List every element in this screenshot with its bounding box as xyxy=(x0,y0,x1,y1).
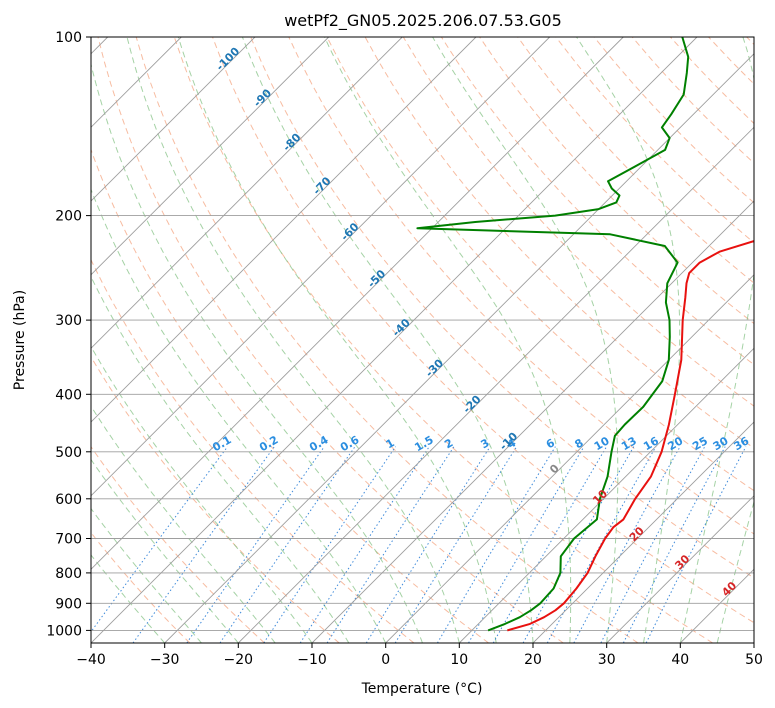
y-tick-label: 700 xyxy=(55,532,82,548)
mixing-ratio-line xyxy=(436,446,556,643)
isotherm-line xyxy=(385,274,754,643)
x-tick-label: −40 xyxy=(76,652,106,668)
mixing-ratio-line xyxy=(132,446,275,643)
isotherm-line xyxy=(237,126,754,643)
dry-adiabat-line xyxy=(91,258,415,643)
moist-adiabat-line xyxy=(91,62,423,643)
dry-adiabat-line xyxy=(326,37,754,492)
temperature-profile-line xyxy=(507,240,754,632)
dewpoint-profile-line xyxy=(416,37,690,632)
isotherm-line xyxy=(458,347,754,643)
moist-adiabat-line xyxy=(91,458,239,643)
isobars xyxy=(91,37,754,631)
isotherm-line xyxy=(606,495,754,643)
y-tick-label: 1000 xyxy=(46,623,82,639)
moist-adiabat-line xyxy=(91,554,166,643)
y-tick-label: 800 xyxy=(55,566,82,582)
dry-adiabats xyxy=(91,37,754,643)
mixing-ratio-line xyxy=(326,446,455,643)
isotherm-line xyxy=(91,37,403,349)
moist-adiabat-line xyxy=(576,37,681,643)
moist-adiabat-line xyxy=(679,37,754,643)
x-tick-label: 10 xyxy=(450,652,468,668)
x-tick-label: 0 xyxy=(381,652,390,668)
moist-adiabat-line xyxy=(91,275,350,643)
mixing-ratio-line xyxy=(263,446,397,643)
y-axis-title: Pressure (hPa) xyxy=(12,290,28,390)
moist-adiabat-line xyxy=(241,37,534,643)
y-tick-label: 100 xyxy=(55,30,82,46)
mixing-ratio-line xyxy=(622,446,726,643)
mixing-ratio-line xyxy=(186,446,325,643)
y-tick-label: 600 xyxy=(55,492,82,508)
mixing-ratio-line xyxy=(219,446,356,643)
isotherm-line xyxy=(91,37,477,423)
y-axis-ticks: 100 200 300 400 500 600 700 800 900 1000 xyxy=(46,30,91,639)
x-tick-label: 50 xyxy=(745,652,763,668)
plot-background xyxy=(91,37,754,643)
y-tick-label: 400 xyxy=(55,387,82,403)
isotherm-line xyxy=(753,642,754,643)
moist-adiabat-line xyxy=(716,499,754,643)
x-tick-label: 20 xyxy=(524,652,542,668)
sounding-profiles xyxy=(416,37,754,632)
x-axis-ticks: −40 −30 −20 −10 0 10 20 30 40 50 xyxy=(76,643,763,668)
dry-adiabat-line xyxy=(91,445,265,643)
x-tick-label: −10 xyxy=(297,652,327,668)
dry-adiabat-line xyxy=(91,355,340,643)
dry-adiabat-line xyxy=(250,37,754,579)
mixing-ratio-line xyxy=(299,446,430,643)
mixing-ratio-line xyxy=(645,446,747,643)
y-tick-label: 300 xyxy=(55,313,82,329)
dry-adiabat-line xyxy=(173,37,713,643)
y-tick-label: 900 xyxy=(55,596,82,612)
mixing-ratio-line xyxy=(468,446,585,643)
dry-adiabat-line xyxy=(517,37,754,284)
x-tick-label: 40 xyxy=(671,652,689,668)
moist-adiabat-line xyxy=(91,507,202,643)
moist-adiabats xyxy=(91,37,754,643)
x-tick-label: 30 xyxy=(598,652,616,668)
dry-adiabat-line xyxy=(135,37,639,643)
mixing-ratio-line xyxy=(91,446,228,633)
y-tick-label: 500 xyxy=(55,445,82,461)
dry-adiabat-line xyxy=(97,37,564,643)
isotherm-line xyxy=(532,421,754,643)
x-tick-label: −30 xyxy=(150,652,180,668)
dry-adiabat-line xyxy=(288,37,754,535)
isotherm-line xyxy=(91,37,624,570)
chart-title: wetPf2_GN05.2025.206.07.53.G05 xyxy=(284,11,562,31)
plot-frame xyxy=(90,36,755,644)
mixing-ratio-line xyxy=(365,446,491,643)
moist-adiabat-line xyxy=(91,188,387,643)
y-tick-label: 200 xyxy=(55,209,82,225)
dry-adiabat-line xyxy=(212,37,754,624)
moist-adiabat-line xyxy=(432,37,619,643)
isotherm-line xyxy=(91,37,551,497)
moist-adiabat-line xyxy=(177,37,497,643)
mixing-ratio-line xyxy=(546,446,657,643)
x-tick-label: −20 xyxy=(224,652,254,668)
moist-adiabat-line xyxy=(324,37,572,643)
isotherm-line xyxy=(91,37,330,276)
x-axis-title: Temperature (°C) xyxy=(361,681,483,697)
isotherm-line xyxy=(91,37,256,202)
moist-adiabat-line xyxy=(126,37,460,643)
isotherm-line xyxy=(91,37,698,643)
moist-adiabat-line xyxy=(91,405,276,643)
isotherm-line xyxy=(311,200,754,643)
